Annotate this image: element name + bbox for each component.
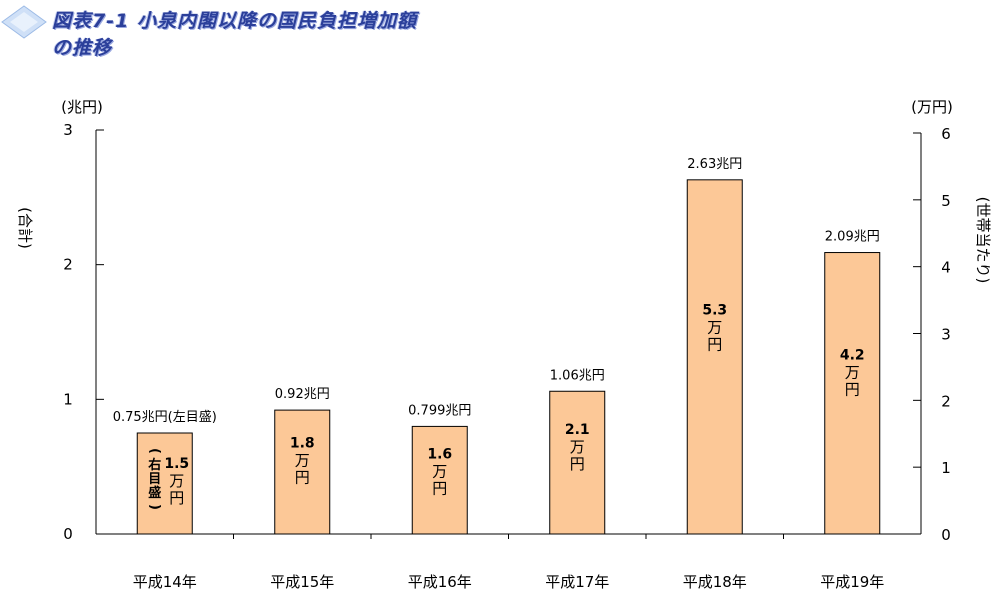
inner-unit-char: 万 xyxy=(169,472,184,490)
inner-value-label: 1.8 xyxy=(290,435,315,451)
x-tick-label: 平成14年 xyxy=(133,573,197,591)
bar xyxy=(549,390,606,535)
right-tick-label: 2 xyxy=(941,392,951,410)
right-tick-label: 6 xyxy=(941,125,951,143)
left-tick-label: 0 xyxy=(63,525,73,543)
x-tick-label: 平成18年 xyxy=(683,573,747,591)
x-tick-label: 平成17年 xyxy=(545,573,609,591)
inner-note-char: 右 xyxy=(147,457,161,473)
bar-value-label: 0.799兆円 xyxy=(408,403,471,418)
x-tick-label: 平成19年 xyxy=(820,573,884,591)
x-tick-label: 平成16年 xyxy=(408,573,472,591)
inner-value-label: 4.2 xyxy=(840,347,865,363)
right-tick-label: 0 xyxy=(941,526,951,544)
inner-note-char: ( xyxy=(147,448,162,454)
inner-unit-char: 円 xyxy=(707,335,722,353)
left-axis-unit: (兆円) xyxy=(61,98,103,116)
inner-value-label: 2.1 xyxy=(565,422,590,438)
right-tick-label: 3 xyxy=(941,326,951,344)
bar-value-label: 0.75兆円(左目盛) xyxy=(113,410,217,425)
x-tick-label: 平成15年 xyxy=(270,573,334,591)
inner-unit-char: 万 xyxy=(707,318,722,336)
inner-unit-char: 万 xyxy=(295,451,310,469)
left-axis-label: (合計) xyxy=(16,207,34,249)
right-axis-unit: (万円) xyxy=(911,98,953,116)
left-tick-label: 2 xyxy=(63,256,73,274)
bar-value-label: 0.92兆円 xyxy=(275,387,330,402)
bar-value-label: 2.63兆円 xyxy=(687,157,742,172)
inner-unit-char: 円 xyxy=(295,468,310,486)
inner-unit-char: 円 xyxy=(845,380,860,398)
inner-note-char: ) xyxy=(147,504,162,510)
diamond-icon xyxy=(1,5,47,39)
right-tick-label: 5 xyxy=(941,192,951,210)
left-tick-label: 3 xyxy=(63,121,73,139)
right-axis-label: (世帯当たり) xyxy=(974,197,991,284)
bar xyxy=(411,425,468,535)
left-tick-label: 1 xyxy=(63,390,73,408)
bar xyxy=(686,179,743,535)
inner-unit-char: 円 xyxy=(432,480,447,498)
chart-title: 図表7-1 小泉内閣以降の国民負担増加額の推移 xyxy=(52,10,417,59)
inner-unit-char: 万 xyxy=(432,463,447,481)
bar xyxy=(274,409,331,535)
inner-note-char: 目 xyxy=(148,472,161,487)
inner-unit-char: 円 xyxy=(570,455,585,473)
inner-unit-char: 万 xyxy=(570,438,585,456)
inner-value-label: 1.6 xyxy=(427,447,452,463)
inner-unit-char: 万 xyxy=(845,363,860,381)
title-bar: 図表7-1 小泉内閣以降の国民負担増加額の推移 xyxy=(0,0,430,59)
inner-value-label: 1.5 xyxy=(164,456,189,472)
inner-note-char: 盛 xyxy=(148,485,161,501)
inner-value-label: 5.3 xyxy=(702,302,727,318)
bar-value-label: 1.06兆円 xyxy=(550,368,605,383)
right-tick-label: 4 xyxy=(941,259,951,277)
bar-value-label: 2.09兆円 xyxy=(825,230,880,245)
inner-unit-char: 円 xyxy=(169,489,184,507)
right-tick-label: 1 xyxy=(941,459,951,477)
bar xyxy=(824,252,881,535)
bar xyxy=(136,432,193,535)
